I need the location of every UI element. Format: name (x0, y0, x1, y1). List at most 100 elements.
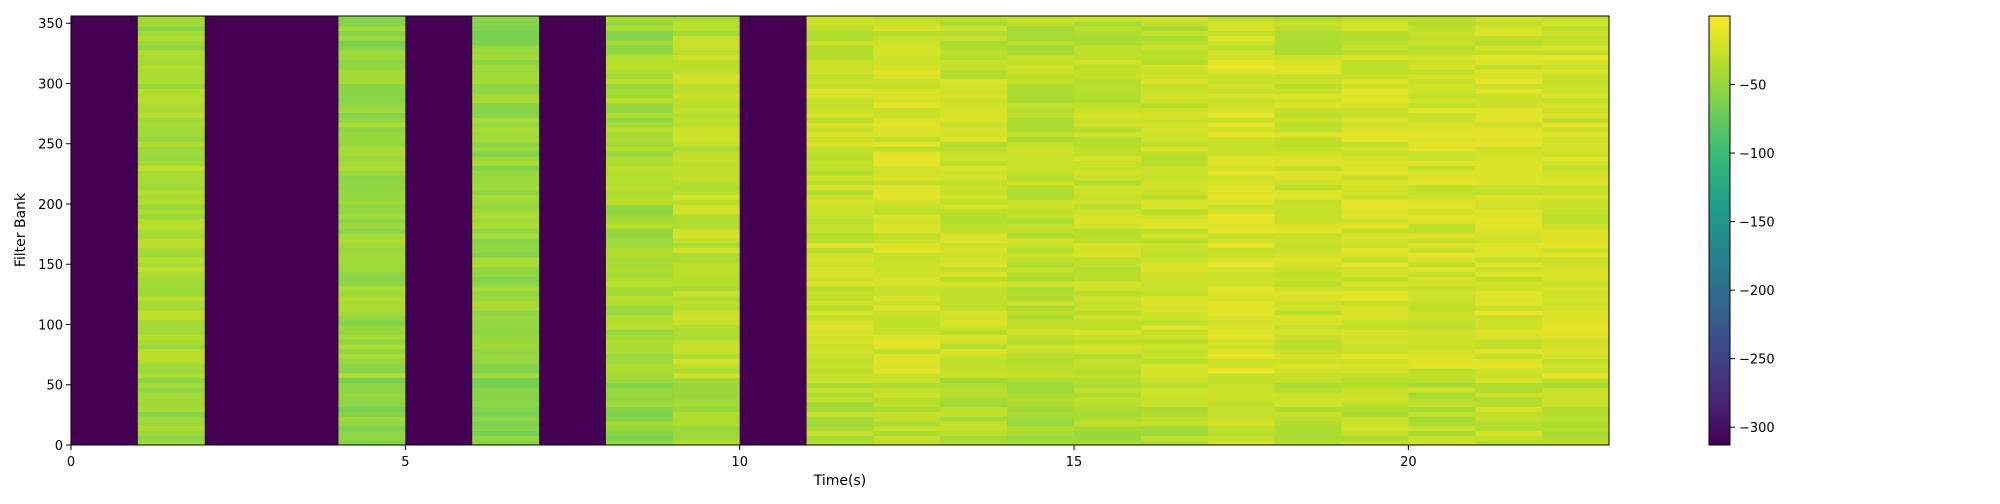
heatmap-cell (472, 440, 540, 445)
heatmap-cell (1140, 44, 1209, 51)
heatmap-cell (873, 363, 941, 369)
heatmap-cell (1140, 348, 1209, 355)
heatmap-cell (472, 49, 540, 56)
heatmap-cell (338, 30, 406, 36)
heatmap-cell (873, 213, 941, 220)
heatmap-cell (1140, 290, 1209, 297)
heatmap-cell (338, 165, 406, 171)
heatmap-cell (1408, 136, 1476, 142)
heatmap-cell (1475, 242, 1543, 248)
heatmap-cell (873, 20, 941, 27)
heatmap-cell (1207, 199, 1276, 205)
heatmap-cell (472, 261, 540, 268)
heatmap-cell (1207, 416, 1276, 422)
heatmap-cell (1074, 257, 1142, 263)
heatmap-cell (940, 411, 1008, 417)
heatmap-cell (137, 16, 206, 22)
heatmap-cell (1274, 295, 1343, 301)
heatmap-cell (873, 343, 941, 350)
heatmap-cell (1408, 199, 1476, 205)
heatmap-cell (1074, 300, 1142, 306)
heatmap-cell (605, 213, 674, 220)
heatmap-cell (1408, 141, 1476, 147)
heatmap-cell (672, 406, 741, 412)
heatmap-cell (1408, 54, 1476, 60)
heatmap-cell (1475, 266, 1543, 273)
heatmap-cell (806, 179, 875, 186)
heatmap-cell (1408, 126, 1476, 133)
heatmap-cell (1140, 435, 1209, 441)
heatmap-cell (1341, 16, 1409, 22)
heatmap-cell (1140, 285, 1209, 292)
heatmap-cell (1341, 416, 1409, 422)
heatmap-cell (1140, 218, 1209, 224)
heatmap-cell (605, 179, 674, 186)
heatmap-cell (1542, 334, 1609, 340)
heatmap-cell (1007, 334, 1075, 340)
heatmap-cell (1274, 141, 1343, 147)
heatmap-cell (1274, 324, 1343, 330)
heatmap-cell (137, 319, 206, 326)
heatmap-cell (1140, 281, 1209, 287)
heatmap-cell (1274, 406, 1343, 412)
heatmap-cell (672, 276, 741, 282)
heatmap-cell (1408, 348, 1476, 355)
heatmap-cell (338, 189, 406, 195)
heatmap-cell (1542, 237, 1609, 244)
heatmap-cell (1007, 358, 1075, 364)
heatmap-cell (1007, 300, 1075, 306)
heatmap-cell (472, 184, 540, 191)
heatmap-cell (1074, 122, 1142, 128)
heatmap-cell (873, 35, 941, 41)
heatmap-cell (940, 25, 1008, 32)
heatmap-cell (1007, 49, 1075, 56)
heatmap-cell (1074, 20, 1142, 27)
heatmap-cell (672, 440, 741, 445)
heatmap-cell (137, 252, 206, 258)
heatmap-cell (1341, 435, 1409, 441)
heatmap-cell (605, 305, 674, 311)
heatmap-cell (1542, 160, 1609, 167)
heatmap-cell (1074, 54, 1142, 60)
heatmap-cell (1140, 160, 1209, 167)
heatmap-cell (1140, 228, 1209, 234)
heatmap-cell (1074, 131, 1142, 138)
heatmap-cell (806, 377, 875, 383)
heatmap-cell (1140, 411, 1209, 417)
heatmap-cell (605, 146, 674, 152)
heatmap-cell (1007, 218, 1075, 224)
heatmap-cell (1007, 314, 1075, 321)
heatmap-cell (1007, 170, 1075, 176)
heatmap-cell (806, 430, 875, 436)
heatmap-cell (806, 223, 875, 229)
heatmap-cell (940, 367, 1008, 374)
heatmap-cell (1274, 343, 1343, 350)
heatmap-cell (1341, 305, 1409, 311)
x-axis: 0 5 10 15 20 (67, 445, 1417, 470)
heatmap-cell (1408, 310, 1476, 316)
heatmap-cell (806, 290, 875, 297)
heatmap-cell (1408, 30, 1476, 36)
heatmap-cell (1007, 107, 1075, 114)
heatmap-cell (1207, 440, 1276, 445)
heatmap-cell (1542, 40, 1609, 46)
heatmap-cell (1542, 112, 1609, 118)
heatmap-cell (940, 358, 1008, 364)
heatmap-cell (338, 237, 406, 244)
heatmap-cell (672, 382, 741, 388)
heatmap-cell (472, 102, 540, 109)
heatmap-cell (1408, 353, 1476, 359)
heatmap-cell (1007, 141, 1075, 147)
heatmap-cell (873, 160, 941, 167)
heatmap-cell (1007, 411, 1075, 417)
heatmap-cell (1007, 88, 1075, 94)
heatmap-cell (672, 401, 741, 408)
heatmap-cell (873, 401, 941, 408)
heatmap-cell (1542, 372, 1609, 379)
heatmap-cell (1007, 295, 1075, 301)
heatmap-cell (1475, 44, 1543, 51)
heatmap-cell (137, 261, 206, 268)
heatmap-cell (1007, 425, 1075, 432)
heatmap-cell (605, 194, 674, 200)
heatmap-cell (1408, 396, 1476, 403)
